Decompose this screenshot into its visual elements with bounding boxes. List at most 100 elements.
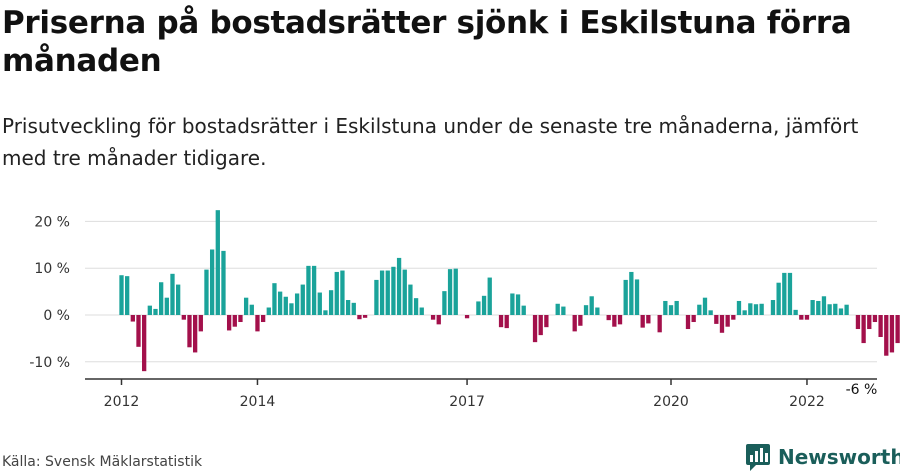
bar — [555, 303, 560, 315]
newsworthy-logo: Newsworthy — [745, 440, 900, 474]
bar — [464, 315, 470, 319]
y-tick-label: 20 % — [34, 214, 70, 230]
bar — [198, 315, 203, 332]
bar — [612, 315, 617, 327]
bar — [827, 304, 832, 315]
bar — [714, 315, 719, 324]
bar — [215, 210, 220, 315]
bar — [430, 315, 436, 320]
bar — [606, 315, 611, 321]
bar — [481, 295, 487, 315]
bar — [385, 270, 390, 315]
bar — [799, 315, 804, 320]
bar — [867, 315, 872, 330]
bar — [396, 257, 402, 315]
bar — [646, 315, 651, 324]
bar — [362, 315, 368, 318]
bar — [816, 300, 821, 315]
bar — [657, 315, 662, 333]
bar — [685, 315, 691, 330]
bar — [221, 250, 226, 315]
bar — [209, 249, 215, 315]
bar — [379, 270, 385, 315]
y-axis-labels: -10 % 0 % 10 % 20 % — [29, 214, 70, 370]
x-tick-label: 2022 — [789, 394, 825, 410]
bar — [402, 269, 407, 315]
bar — [204, 269, 209, 315]
x-tick-label: 2020 — [653, 394, 689, 410]
bar — [810, 300, 815, 315]
bar — [357, 315, 362, 320]
bar — [521, 305, 526, 315]
bar — [192, 315, 198, 353]
bar — [453, 268, 458, 315]
bar — [821, 296, 827, 315]
bar — [159, 282, 164, 315]
bar — [306, 265, 311, 315]
bar — [317, 292, 322, 315]
bar — [861, 315, 866, 344]
bar — [589, 296, 594, 315]
bar — [759, 303, 764, 315]
bar — [164, 297, 169, 315]
bar — [340, 270, 345, 315]
bar — [498, 315, 504, 328]
bar — [663, 300, 668, 315]
bar — [266, 307, 271, 315]
bar — [487, 277, 492, 315]
bar — [255, 315, 260, 332]
bar — [742, 310, 747, 315]
bar — [125, 276, 130, 315]
y-tick-label: 10 % — [34, 261, 70, 277]
bar — [561, 306, 566, 315]
bar — [226, 315, 232, 331]
bar — [872, 315, 878, 323]
bar — [623, 279, 628, 315]
bar — [878, 315, 883, 337]
bar — [176, 284, 181, 315]
bar — [272, 283, 277, 315]
bar — [691, 315, 696, 323]
bar — [181, 315, 186, 320]
x-tick-label: 2014 — [240, 394, 276, 410]
chart-title: Priserna på bostadsrätter sjönk i Eskils… — [2, 5, 852, 79]
bar — [447, 269, 453, 315]
bar — [260, 315, 266, 323]
chart-subtitle: Prisutveckling för bostadsrätter i Eskil… — [2, 114, 859, 170]
source-note: Källa: Svensk Mäklarstatistik — [2, 454, 203, 470]
bar — [578, 315, 583, 326]
bar — [736, 300, 742, 315]
bar — [249, 304, 254, 315]
bar — [748, 303, 753, 315]
bar — [391, 266, 396, 315]
bar — [476, 301, 481, 315]
bar — [725, 315, 730, 327]
bars — [119, 210, 900, 372]
bar — [323, 310, 328, 315]
x-tick-label: 2012 — [104, 394, 140, 410]
bar — [583, 305, 589, 315]
bar — [413, 298, 419, 315]
bar — [419, 307, 424, 315]
bar — [130, 315, 135, 322]
bar — [153, 308, 158, 315]
bar — [351, 302, 356, 315]
bar — [833, 303, 838, 315]
bar — [640, 315, 645, 328]
newsworthy-logo-icon — [746, 444, 770, 471]
bar — [844, 304, 849, 315]
bar — [345, 300, 351, 315]
bar — [374, 279, 379, 315]
bar — [838, 308, 844, 315]
bar — [731, 315, 736, 320]
bar — [532, 315, 538, 343]
bar — [238, 315, 243, 323]
bar — [136, 315, 141, 347]
y-tick-label: -10 % — [29, 355, 70, 371]
bar — [119, 275, 124, 315]
bar — [889, 315, 895, 353]
bar — [289, 303, 294, 315]
bar — [243, 297, 249, 315]
bar — [277, 291, 283, 315]
bar — [294, 293, 300, 315]
